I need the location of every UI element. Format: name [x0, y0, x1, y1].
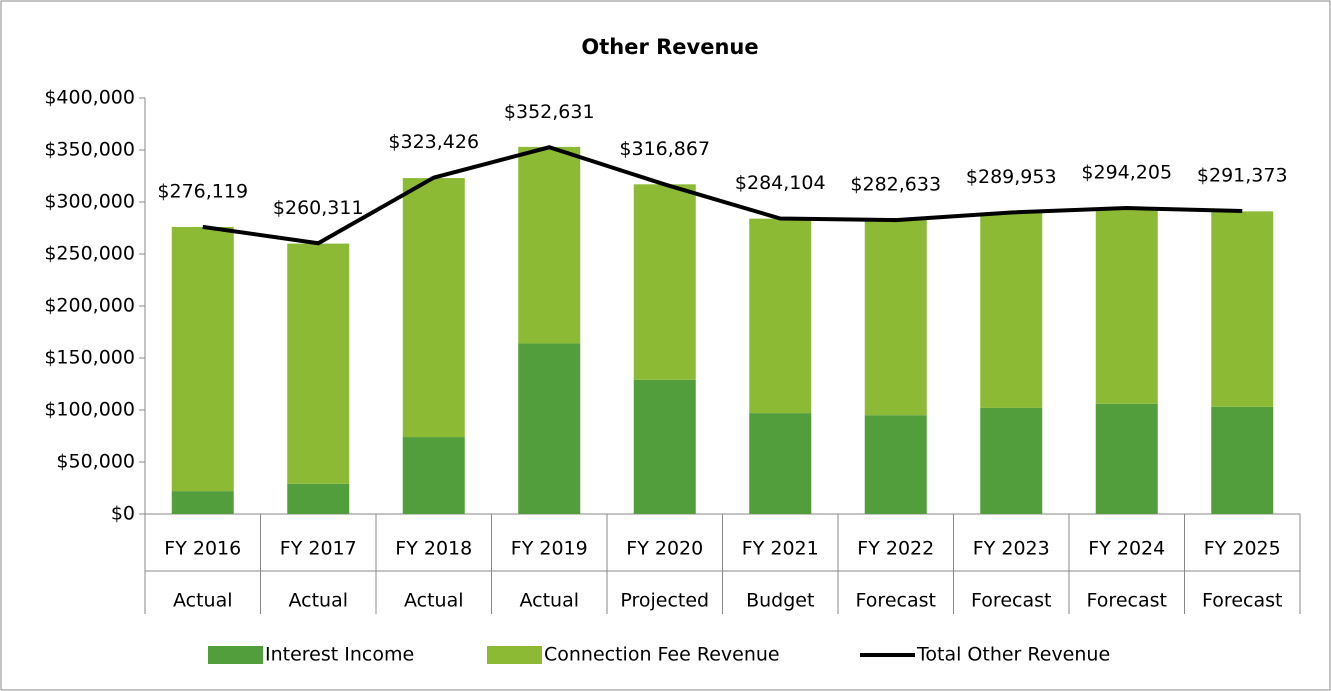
- x-tick-sublabel: Actual: [404, 590, 464, 612]
- y-tick-label: $200,000: [44, 295, 135, 317]
- y-tick-label: $100,000: [44, 399, 135, 421]
- bar: [1095, 403, 1158, 514]
- y-tick-label: $300,000: [44, 191, 135, 213]
- x-tick-sublabel: Forecast: [1087, 590, 1167, 612]
- bar: [402, 437, 465, 514]
- x-tick-label: FY 2019: [511, 538, 588, 560]
- legend-swatch: [487, 646, 542, 664]
- bar: [864, 219, 927, 416]
- x-tick-sublabel: Forecast: [1202, 590, 1282, 612]
- bar: [287, 483, 350, 514]
- legend-label: Total Other Revenue: [916, 644, 1110, 666]
- y-tick-label: $250,000: [44, 243, 135, 265]
- x-tick-sublabel: Actual: [173, 590, 233, 612]
- data-label: $284,104: [735, 172, 826, 194]
- data-label: $352,631: [504, 101, 595, 123]
- bar: [1211, 406, 1274, 514]
- bar: [980, 212, 1043, 408]
- bar: [171, 491, 234, 514]
- bar: [1211, 211, 1274, 407]
- y-tick-label: $0: [111, 503, 135, 525]
- bar: [402, 178, 465, 438]
- data-label: $291,373: [1197, 164, 1288, 186]
- x-tick-label: FY 2023: [973, 538, 1050, 560]
- x-tick-sublabel: Forecast: [971, 590, 1051, 612]
- x-tick-sublabel: Actual: [288, 590, 348, 612]
- line: [202, 145, 1243, 246]
- x-tick-label: FY 2022: [857, 538, 934, 560]
- x-tick-label: FY 2024: [1088, 538, 1165, 560]
- x-tick-label: FY 2020: [626, 538, 703, 560]
- bar: [864, 415, 927, 514]
- bar: [518, 343, 581, 514]
- legend-swatch: [208, 646, 263, 664]
- bar: [1095, 208, 1158, 404]
- bar: [633, 184, 696, 380]
- data-label: $289,953: [966, 166, 1057, 188]
- bar: [518, 146, 581, 344]
- legend-label: Connection Fee Revenue: [544, 644, 780, 666]
- y-tick-label: $150,000: [44, 347, 135, 369]
- y-tick-label: $50,000: [56, 451, 135, 473]
- x-tick-label: FY 2017: [280, 538, 357, 560]
- x-tick-sublabel: Actual: [519, 590, 579, 612]
- y-tick-label: $350,000: [44, 139, 135, 161]
- data-label: $282,633: [850, 174, 941, 196]
- bar: [287, 243, 350, 484]
- bar: [749, 413, 812, 514]
- bar: [749, 218, 812, 414]
- data-label: $323,426: [388, 131, 479, 153]
- data-label: $260,311: [273, 197, 364, 219]
- data-label: $276,119: [157, 180, 248, 202]
- data-label: $294,205: [1081, 162, 1172, 184]
- x-tick-sublabel: Forecast: [856, 590, 936, 612]
- x-tick-label: FY 2018: [395, 538, 472, 560]
- x-tick-sublabel: Budget: [746, 590, 814, 612]
- bar: [980, 407, 1043, 514]
- x-tick-label: FY 2016: [164, 538, 241, 560]
- legend-label: Interest Income: [265, 644, 414, 666]
- y-tick-label: $400,000: [44, 87, 135, 109]
- bar: [171, 226, 234, 492]
- chart-title: Other Revenue: [581, 35, 758, 59]
- x-tick-label: FY 2021: [742, 538, 819, 560]
- data-label: $316,867: [619, 138, 710, 160]
- x-tick-label: FY 2025: [1204, 538, 1281, 560]
- bar: [633, 379, 696, 514]
- x-tick-sublabel: Projected: [620, 590, 709, 612]
